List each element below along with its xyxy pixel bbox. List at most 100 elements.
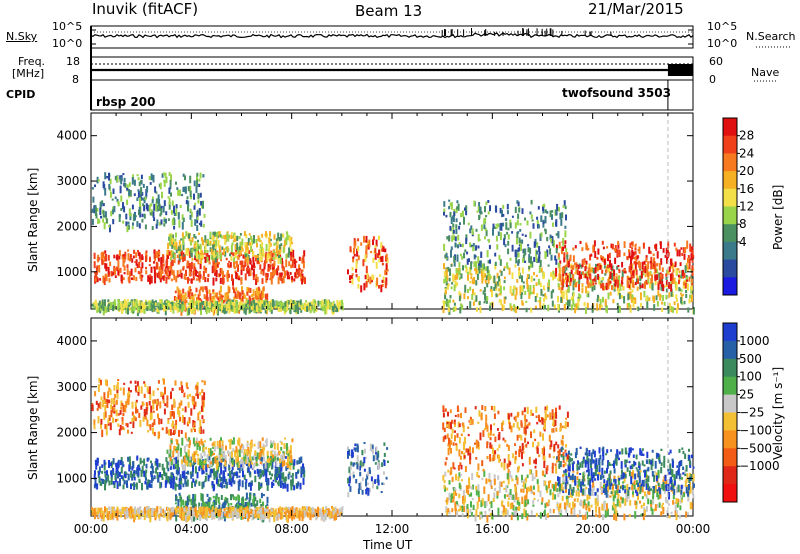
power-cell	[195, 303, 198, 310]
power-cell	[181, 221, 184, 230]
power-cell	[477, 206, 480, 212]
power-cell	[293, 258, 296, 264]
power-cell	[483, 218, 486, 225]
power-cell	[170, 261, 173, 269]
power-cell	[667, 282, 670, 290]
power-cell	[526, 283, 529, 289]
power-cell	[560, 218, 563, 226]
velocity-cell	[100, 423, 102, 429]
velocity-cell	[444, 486, 446, 492]
velocity-cell	[201, 401, 204, 406]
power-cell	[282, 233, 285, 238]
power-cell	[241, 242, 244, 250]
velocity-cell	[140, 469, 143, 477]
velocity-cell	[670, 511, 673, 515]
power-cell	[195, 301, 198, 305]
velocity-cell	[161, 392, 164, 396]
velocity-cell	[253, 455, 256, 460]
power-cell	[581, 264, 584, 267]
velocity-cell	[193, 404, 196, 410]
velocity-cell	[472, 504, 475, 511]
power-cell	[565, 302, 568, 306]
power-cell	[480, 268, 483, 277]
power-cell	[287, 252, 290, 258]
power-cell	[486, 296, 489, 302]
power-cell	[138, 206, 141, 215]
power-cell	[640, 302, 642, 308]
velocity-cell	[107, 391, 110, 399]
velocity-cell	[372, 455, 375, 462]
power-cell	[378, 249, 381, 256]
power-cell	[649, 260, 652, 264]
power-cell	[457, 244, 459, 249]
power-cell	[578, 270, 581, 277]
power-cell	[253, 262, 256, 269]
power-cell	[183, 235, 186, 239]
power-cell	[233, 296, 236, 301]
velocity-cell	[127, 478, 130, 481]
power-cell	[635, 269, 638, 276]
power-cell	[631, 255, 634, 260]
power-cell	[630, 271, 633, 279]
power-colorbar-segment	[723, 277, 737, 296]
velocity-cell	[204, 475, 207, 481]
velocity-cell	[493, 474, 496, 483]
power-cell	[522, 258, 524, 263]
velocity-cell	[96, 457, 99, 463]
power-cell	[351, 267, 354, 271]
power-cell	[641, 261, 644, 270]
velocity-cell	[387, 460, 389, 463]
velocity-cell	[174, 502, 177, 505]
power-colorbar-segment	[723, 135, 737, 154]
power-cell	[302, 275, 305, 283]
power-cell	[261, 241, 263, 249]
velocity-cell	[277, 470, 280, 478]
power-cell	[325, 306, 328, 315]
power-cell	[173, 274, 176, 281]
power-cell	[357, 255, 360, 261]
velocity-cell	[95, 464, 98, 470]
velocity-cell	[193, 425, 195, 431]
power-cell	[232, 252, 235, 257]
power-cell	[629, 263, 632, 266]
power-cell	[280, 273, 283, 281]
velocity-cell	[256, 502, 259, 506]
velocity-cell	[633, 484, 636, 490]
power-cell	[455, 224, 458, 229]
power-cell	[199, 243, 202, 250]
power-cell	[95, 276, 98, 279]
velocity-cell	[133, 476, 136, 481]
velocity-cell	[119, 387, 122, 391]
power-cell	[671, 264, 674, 269]
power-cell	[583, 260, 586, 264]
velocity-cell	[181, 415, 184, 423]
power-cell	[544, 209, 547, 213]
velocity-cell	[498, 481, 501, 488]
velocity-cell	[115, 463, 118, 472]
power-cell	[142, 183, 145, 188]
velocity-cell	[260, 492, 263, 499]
power-cell	[310, 301, 313, 307]
power-cell	[201, 304, 204, 308]
velocity-cell	[228, 439, 231, 443]
velocity-cell	[147, 457, 150, 461]
power-cell	[381, 279, 384, 283]
velocity-cell	[194, 401, 197, 406]
velocity-cell	[243, 455, 246, 462]
power-cell	[273, 242, 276, 246]
velocity-cell	[127, 395, 130, 404]
velocity-cell	[201, 441, 204, 446]
power-cell	[233, 307, 236, 314]
velocity-cell	[280, 473, 283, 480]
power-cell	[557, 283, 560, 288]
velocity-cell	[205, 504, 208, 508]
velocity-cell	[176, 439, 179, 445]
velocity-cell	[179, 481, 182, 485]
power-cell	[632, 297, 635, 302]
velocity-cell	[174, 483, 177, 491]
freq-tick-low: 8	[72, 73, 79, 86]
power-cell	[617, 289, 620, 296]
power-cell	[148, 264, 151, 267]
velocity-cell	[690, 502, 693, 509]
velocity-cell	[116, 393, 119, 399]
